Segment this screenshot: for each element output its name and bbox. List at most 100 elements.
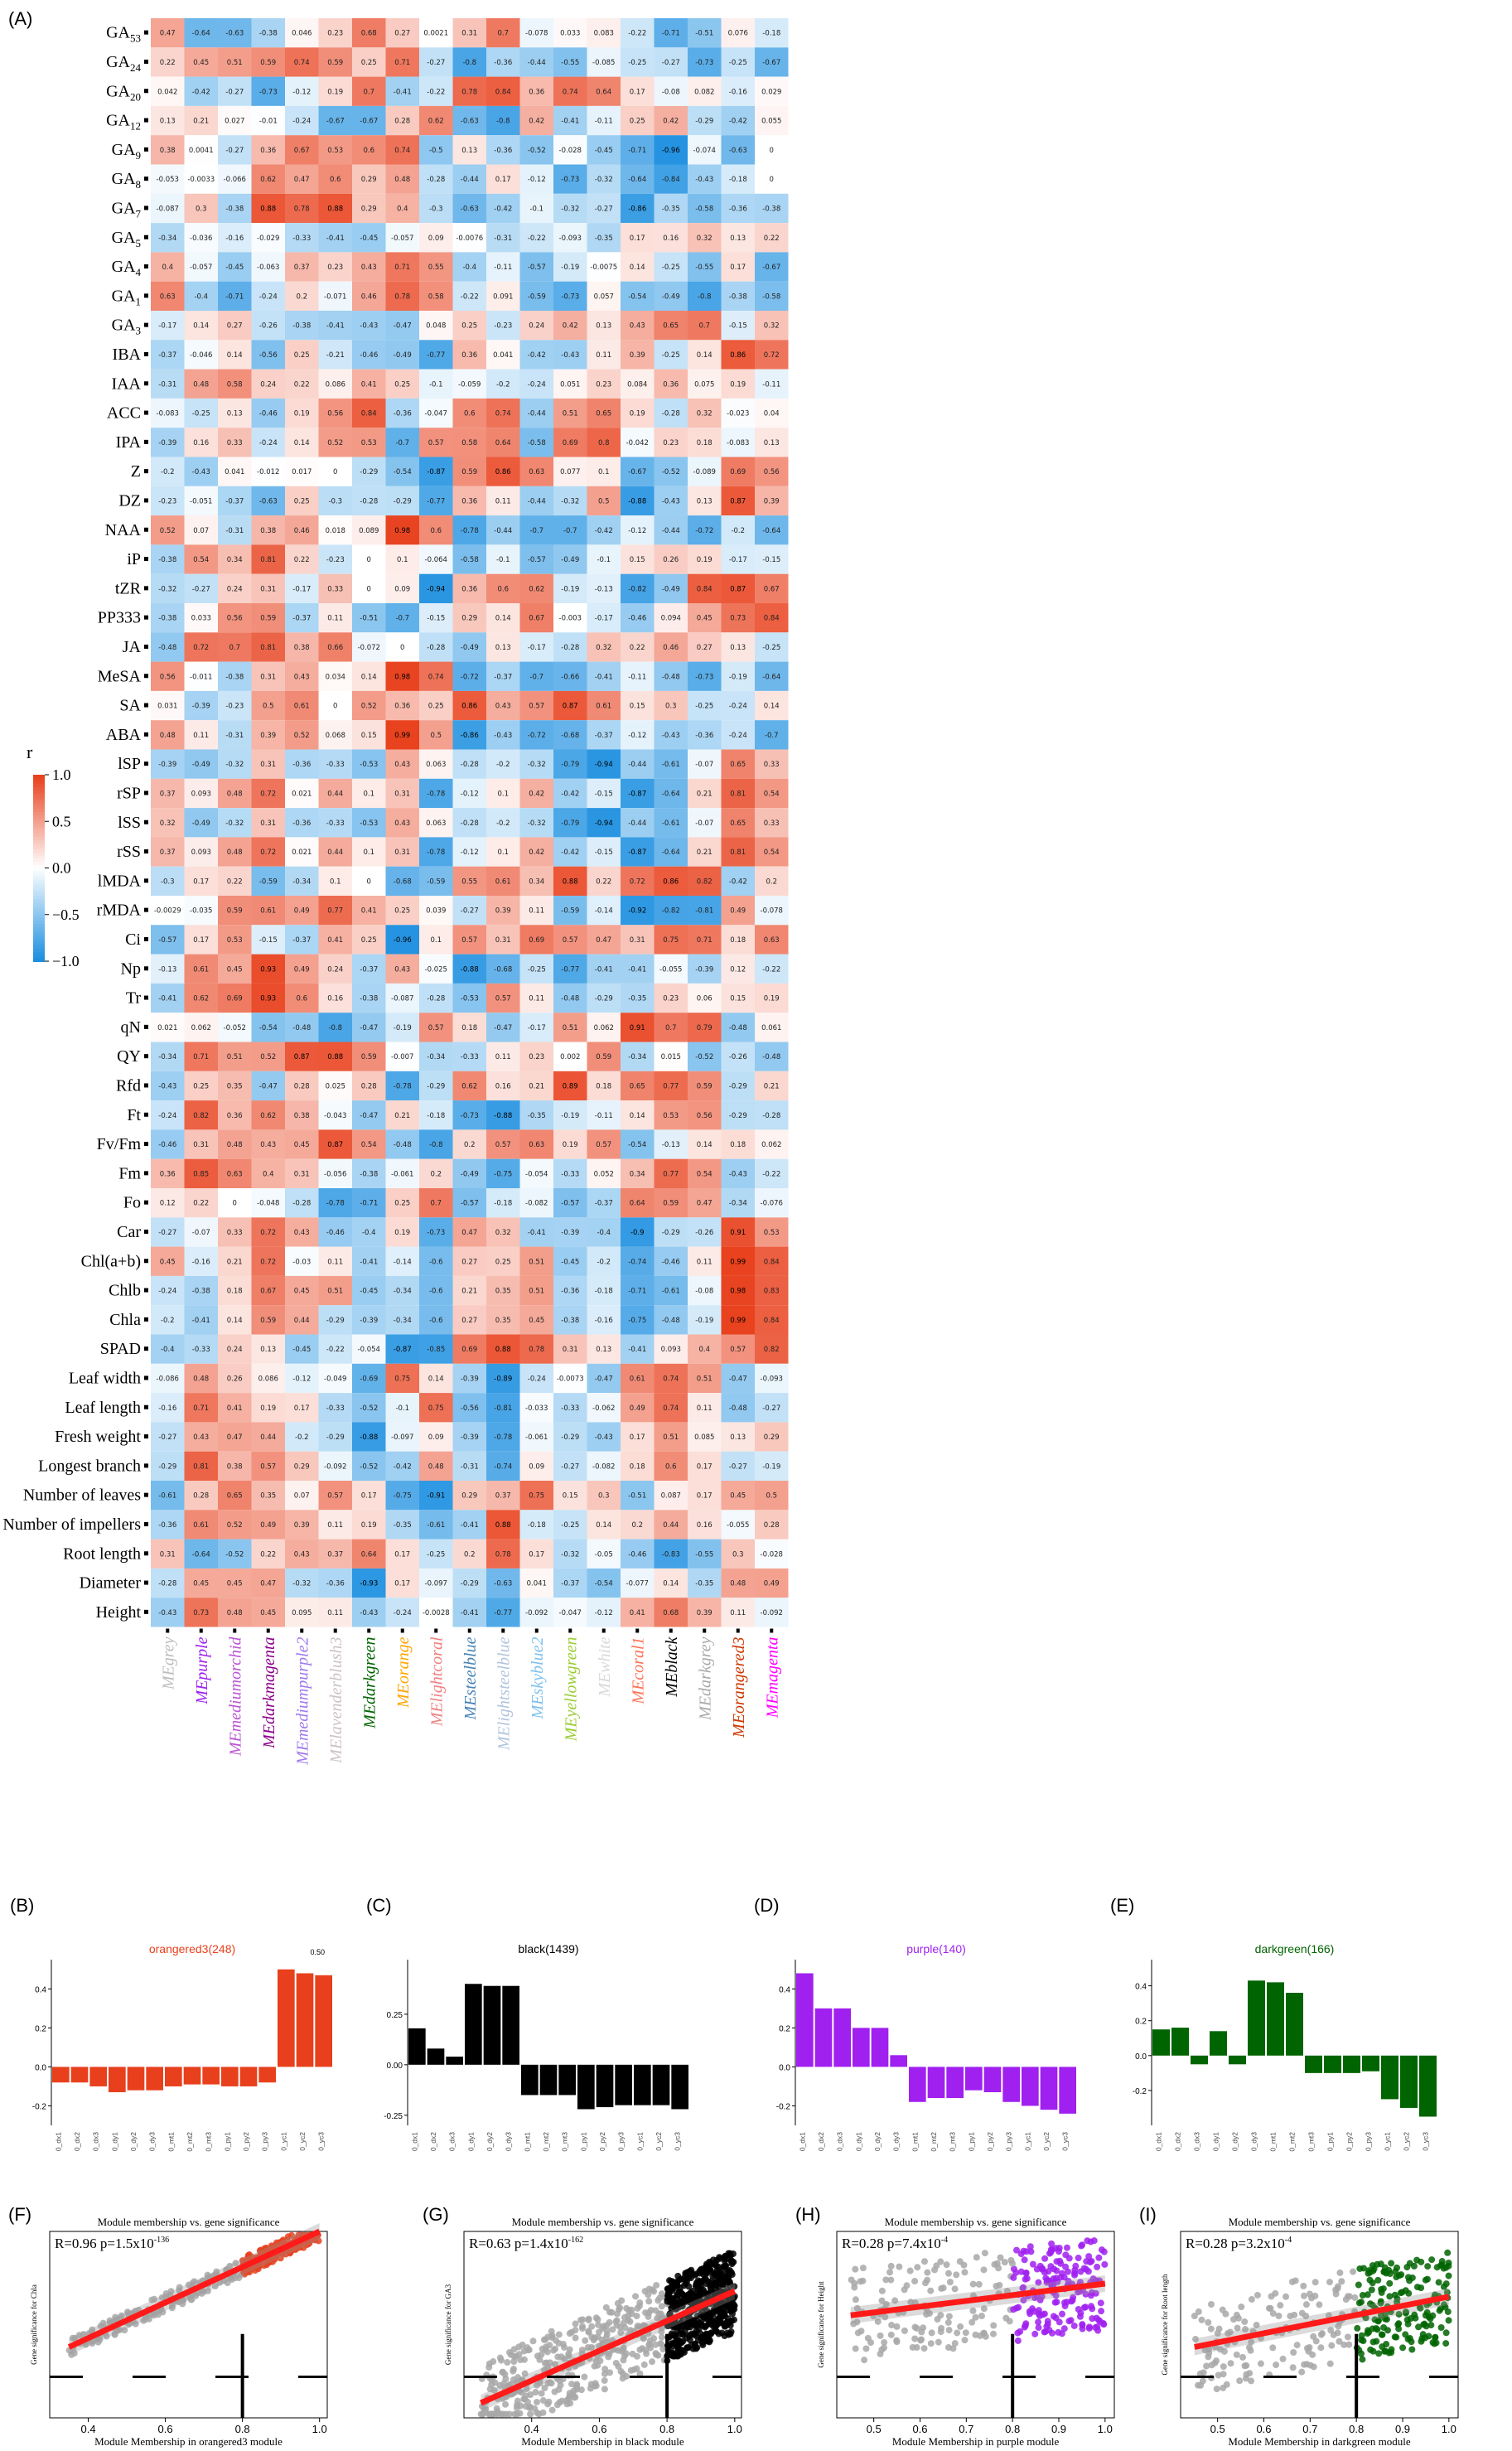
heatmap-cell-value: 0.57 — [428, 1024, 444, 1032]
scatter-point — [1035, 2307, 1042, 2314]
heatmap-cell — [621, 135, 655, 165]
heatmap-row-label: Fm — [118, 1164, 141, 1182]
heatmap-cell-value: -0.56 — [461, 1404, 479, 1413]
panel-label-d: (D) — [754, 1895, 780, 1916]
heatmap-cell — [486, 1042, 520, 1071]
heatmap-cell — [318, 1013, 352, 1042]
scatter-point — [687, 2289, 694, 2297]
bar-chart-bar — [671, 2064, 688, 2110]
heatmap-cell-value: -0.24 — [292, 118, 311, 126]
heatmap-row-label: Tr — [126, 989, 142, 1008]
heatmap-cell — [553, 603, 587, 633]
heatmap-cell — [755, 1158, 789, 1188]
scatter-point — [1056, 2248, 1063, 2255]
heatmap-cell — [486, 369, 520, 399]
scatter-point — [991, 2260, 998, 2268]
heatmap-cell — [184, 1188, 218, 1218]
heatmap-cell-value: -0.73 — [695, 59, 713, 67]
heatmap-cell-value: 0.62 — [193, 995, 209, 1003]
heatmap-cell — [688, 690, 722, 721]
heatmap-cell-value: -0.39 — [158, 439, 176, 447]
scatter-point — [538, 2390, 545, 2397]
heatmap-cell — [184, 1158, 218, 1188]
heatmap-cell — [218, 515, 252, 545]
heatmap-row-tick — [144, 89, 148, 94]
heatmap-cell — [452, 954, 486, 984]
heatmap-cell — [318, 457, 352, 486]
scatter-point — [1388, 2346, 1395, 2353]
scatter-point — [1265, 2304, 1273, 2312]
scatter-point — [1442, 2340, 1450, 2347]
heatmap-cell — [184, 866, 218, 896]
heatmap-cell-value: -0.062 — [592, 1404, 615, 1413]
heatmap-cell-value: 0.65 — [227, 1492, 243, 1501]
heatmap-cell-value: 0.37 — [160, 848, 176, 857]
heatmap-cell-value: 0.7 — [698, 322, 710, 331]
bar-chart-bar — [183, 2067, 201, 2085]
scatter-point — [1191, 2313, 1198, 2320]
bar-chart-bar — [1022, 2067, 1039, 2106]
heatmap-cell-value: -0.63 — [461, 205, 479, 213]
heatmap-cell-value: 0.36 — [461, 497, 477, 505]
heatmap-cell — [218, 925, 252, 955]
heatmap-cell-value: -0.71 — [360, 1200, 378, 1208]
heatmap-cell-value: 0.52 — [327, 439, 343, 447]
heatmap-row-tick — [144, 118, 148, 123]
heatmap-cell — [151, 428, 185, 457]
heatmap-cell-value: -0.082 — [592, 1462, 615, 1471]
heatmap-row-tick — [144, 878, 148, 883]
heatmap-cell-value: 0.43 — [294, 673, 310, 681]
scatter-point — [1332, 2290, 1340, 2298]
heatmap-cell — [419, 223, 453, 253]
heatmap-cell-value: 0.093 — [191, 790, 211, 798]
heatmap-cell-value: -0.34 — [158, 1053, 176, 1061]
heatmap-cell-value: -0.3 — [429, 205, 443, 213]
bar-chart-bar — [202, 2067, 220, 2085]
scatter-point — [961, 2337, 969, 2344]
bar-chart-bar — [1229, 2055, 1246, 2065]
heatmap-cell — [587, 105, 621, 136]
heatmap-cell-value: -0.43 — [595, 1433, 613, 1442]
scatter-point — [972, 2331, 979, 2338]
heatmap-cell — [486, 544, 520, 574]
heatmap-cell-value: -0.78 — [326, 1200, 345, 1208]
heatmap-cell-value: 0.47 — [596, 936, 611, 945]
heatmap-cell-value: 0.39 — [630, 351, 645, 360]
scatter-point — [677, 2289, 684, 2297]
heatmap-cell-value: -0.22 — [762, 965, 780, 974]
heatmap-cell — [519, 486, 553, 516]
scatter-y-label: Gene significance for Chla — [30, 2284, 38, 2365]
heatmap-cell — [621, 252, 655, 282]
heatmap-cell-value: -0.22 — [427, 88, 445, 96]
bar-chart-category-label: 0_dy3 — [892, 2132, 901, 2151]
heatmap-cell — [587, 808, 621, 838]
heatmap-cell — [553, 983, 587, 1013]
heatmap-cell-value: 0.47 — [697, 1200, 713, 1208]
heatmap-cell — [419, 428, 453, 457]
bar-chart-bar — [1040, 2067, 1058, 2110]
heatmap-cell — [486, 778, 520, 809]
heatmap-cell-value: 0.72 — [260, 1258, 276, 1266]
scatter-point — [1233, 2351, 1240, 2358]
heatmap-cell-value: -0.054 — [358, 1346, 380, 1354]
scatter-point — [1317, 2344, 1325, 2352]
heatmap-cell-value: -0.15 — [729, 322, 747, 331]
scatter-point — [857, 2278, 864, 2285]
heatmap-cell-value: -0.33 — [292, 234, 311, 243]
heatmap-cell — [519, 428, 553, 457]
bar-chart-top-label: 0.50 — [310, 1948, 325, 1956]
heatmap-cell — [385, 1100, 419, 1130]
heatmap-cell-value: 0.31 — [260, 673, 276, 681]
bar-chart-category-label: 0_dy1 — [1212, 2132, 1220, 2151]
bar-chart-bar — [1210, 2031, 1227, 2056]
heatmap-cell — [251, 1071, 285, 1101]
heatmap-cell-value: 0.25 — [394, 907, 410, 916]
heatmap-cell-value: -0.29 — [461, 1580, 479, 1588]
scatter-x-tick-label: 1.0 — [1442, 2423, 1456, 2435]
heatmap-cell — [519, 18, 553, 48]
heatmap-cell — [519, 866, 553, 896]
heatmap-cell-value: 0.53 — [227, 936, 243, 945]
heatmap-cell — [285, 837, 319, 867]
heatmap-row-label: Ft — [127, 1106, 141, 1124]
bar-chart-bar — [1381, 2055, 1398, 2100]
